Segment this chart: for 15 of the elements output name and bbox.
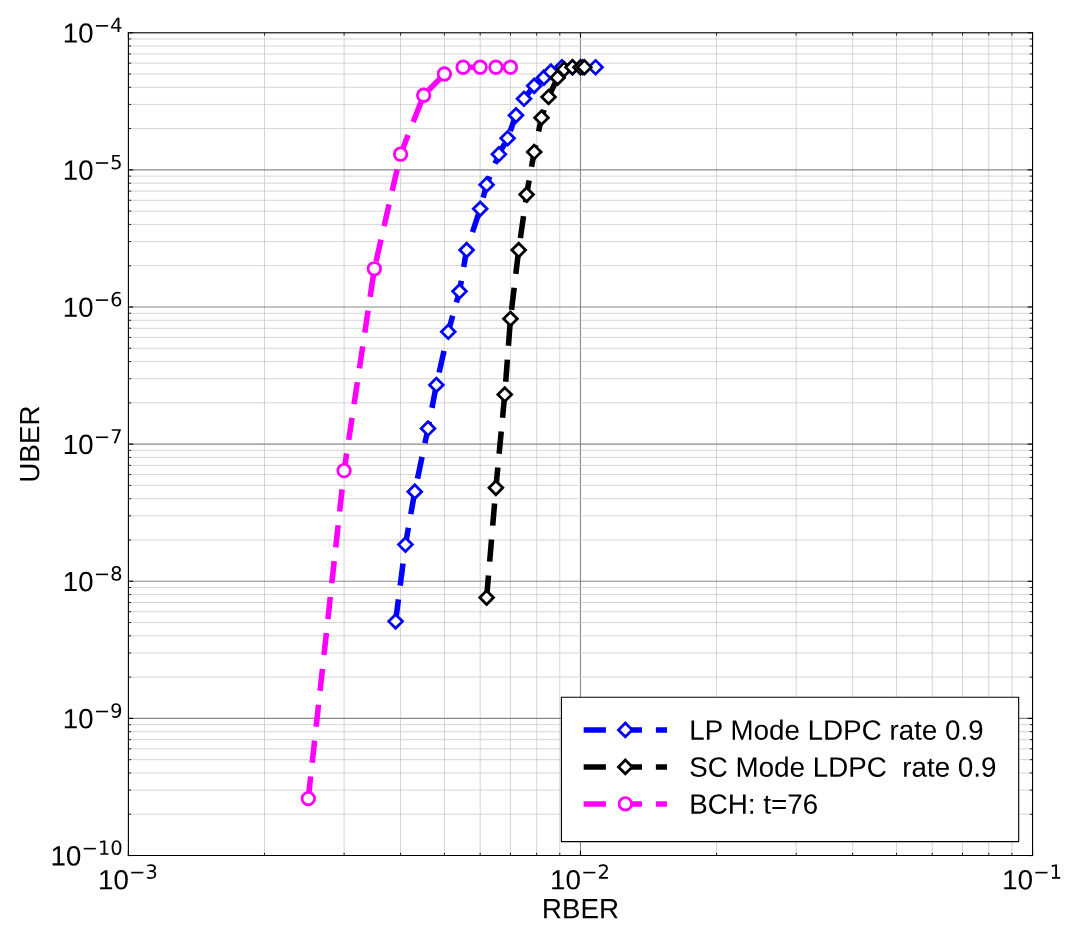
x-axis-title: RBER [544,899,618,919]
y-tick-label: 10$^{−5}$ [64,154,121,181]
legend-label: LP Mode LDPC rate 0.9 [691,719,983,740]
x-tick-label: 10$^{−2}$ [552,864,608,890]
y-tick-label: 10$^{−7}$ [64,429,121,455]
y-tick-label: 10$^{−8}$ [64,566,122,592]
y-tick-label: 10$^{−9}$ [64,703,122,729]
legend-label: BCH: t=76 [691,794,817,814]
y-tick-label: 10$^{−4}$ [64,17,122,43]
y-tick-label: 10$^{−6}$ [64,291,122,318]
x-tick-label: 10$^{−3}$ [100,864,157,890]
x-tick-label: 10$^{−1}$ [1004,864,1061,890]
legend-label: SC Mode LDPC rate 0.9 [690,756,996,777]
y-axis-title: UBER [20,406,40,481]
y-tick-label: 10$^{−10}$ [52,840,122,866]
